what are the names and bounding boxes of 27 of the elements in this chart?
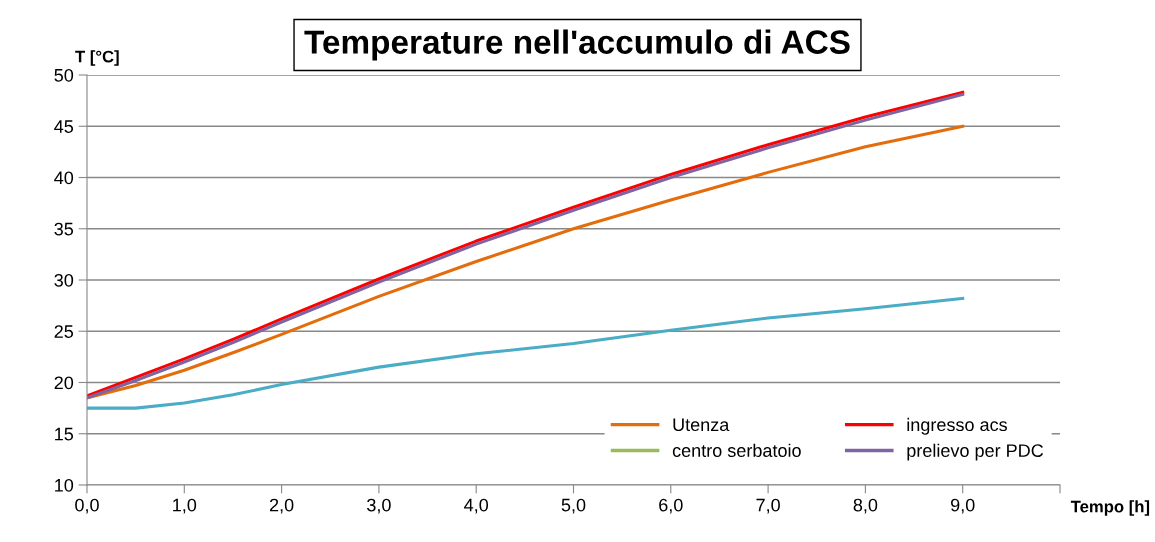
x-tick-label: 9,0 — [951, 498, 975, 514]
y-tick-label: 50 — [54, 68, 74, 82]
y-tick-label: 20 — [54, 376, 74, 390]
x-tick-label: 5,0 — [561, 498, 586, 514]
legend-label: ingresso acs — [907, 417, 1007, 435]
x-tick-label: 4,0 — [464, 498, 489, 514]
x-tick-label: 1,0 — [173, 498, 197, 514]
y-tick-label: 45 — [54, 120, 74, 133]
legend-label: prelievo per PDC — [907, 443, 1044, 461]
chart-title: Temperature nell'accumulo di ACS — [304, 29, 850, 61]
line-series — [87, 296, 965, 410]
y-tick-label: 25 — [54, 325, 74, 338]
x-tick-label: 0,0 — [75, 498, 99, 514]
x-tick-label: 8,0 — [853, 498, 878, 514]
x-axis-title: Tempo [h] — [1070, 500, 1150, 516]
x-tick-label: 7,0 — [756, 498, 780, 514]
y-tick-label: 35 — [54, 222, 74, 236]
x-tick-label: 6,0 — [659, 498, 683, 514]
y-tick-label: 10 — [55, 478, 74, 492]
y-axis-title: T [°C] — [75, 50, 119, 66]
y-tick-label: 40 — [54, 171, 74, 185]
y-tick-label: 30 — [54, 273, 74, 287]
y-tick-label: 15 — [55, 427, 74, 441]
x-tick-label: 3,0 — [367, 498, 391, 514]
x-tick-label: 2,0 — [269, 498, 294, 514]
legend-label: Utenza — [673, 418, 730, 432]
legend-label: centro serbatoio — [672, 443, 801, 457]
